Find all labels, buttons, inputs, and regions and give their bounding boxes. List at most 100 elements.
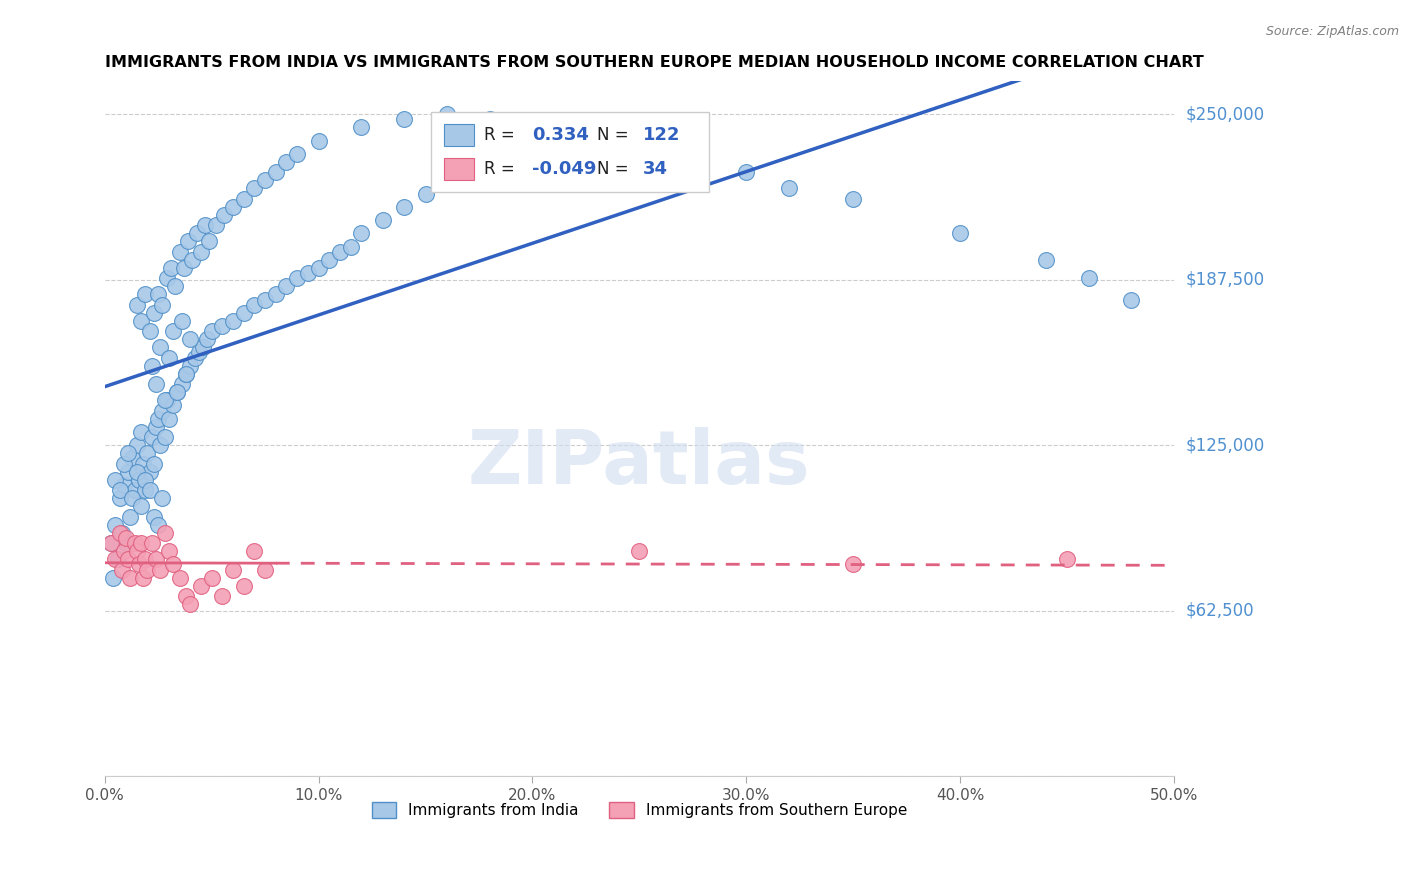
Point	[222, 200, 245, 214]
Point	[436, 173, 458, 187]
Point	[146, 517, 169, 532]
Point	[149, 563, 172, 577]
Point	[179, 597, 201, 611]
Point	[222, 563, 245, 577]
Point	[112, 457, 135, 471]
Point	[371, 213, 394, 227]
Point	[522, 120, 544, 135]
Point	[149, 438, 172, 452]
Point	[112, 544, 135, 558]
Point	[187, 345, 209, 359]
Point	[201, 324, 224, 338]
FancyBboxPatch shape	[430, 112, 709, 193]
Point	[285, 271, 308, 285]
Point	[222, 314, 245, 328]
Point	[735, 165, 758, 179]
Point	[157, 351, 180, 365]
Point	[308, 134, 330, 148]
Point	[179, 332, 201, 346]
Point	[108, 525, 131, 540]
Point	[329, 244, 352, 259]
Point	[111, 563, 134, 577]
Point	[153, 430, 176, 444]
Text: Source: ZipAtlas.com: Source: ZipAtlas.com	[1265, 25, 1399, 38]
Bar	[444, 158, 474, 180]
Point	[125, 544, 148, 558]
Point	[179, 359, 201, 373]
Point	[181, 252, 204, 267]
Point	[190, 244, 212, 259]
Point	[297, 266, 319, 280]
Point	[174, 367, 197, 381]
Text: N =: N =	[596, 127, 628, 145]
Point	[134, 483, 156, 498]
Point	[211, 318, 233, 333]
Text: 0.334: 0.334	[533, 127, 589, 145]
Point	[436, 107, 458, 121]
Point	[125, 438, 148, 452]
Point	[254, 293, 277, 307]
Text: R =: R =	[484, 127, 515, 145]
Point	[104, 517, 127, 532]
Point	[160, 260, 183, 275]
Point	[104, 473, 127, 487]
Point	[108, 483, 131, 498]
Point	[162, 399, 184, 413]
Point	[191, 340, 214, 354]
Point	[211, 589, 233, 603]
Point	[478, 146, 501, 161]
Point	[152, 298, 174, 312]
Point	[129, 425, 152, 439]
Point	[162, 558, 184, 572]
Point	[146, 287, 169, 301]
Point	[100, 536, 122, 550]
Point	[115, 536, 138, 550]
Point	[103, 570, 125, 584]
Point	[125, 465, 148, 479]
Point	[132, 457, 155, 471]
Point	[138, 324, 160, 338]
Point	[141, 430, 163, 444]
Point	[392, 112, 415, 127]
Point	[318, 252, 340, 267]
Point	[129, 499, 152, 513]
Point	[499, 134, 522, 148]
Text: 122: 122	[643, 127, 681, 145]
Point	[169, 244, 191, 259]
Point	[112, 478, 135, 492]
Point	[254, 563, 277, 577]
Point	[121, 451, 143, 466]
Point	[117, 552, 139, 566]
Point	[457, 160, 479, 174]
Point	[1121, 293, 1143, 307]
Point	[129, 314, 152, 328]
Text: 34: 34	[643, 161, 668, 178]
Point	[124, 536, 146, 550]
Point	[173, 260, 195, 275]
Point	[778, 181, 800, 195]
Point	[153, 393, 176, 408]
Point	[842, 192, 865, 206]
Point	[141, 536, 163, 550]
Point	[117, 446, 139, 460]
Point	[149, 340, 172, 354]
Point	[243, 298, 266, 312]
Point	[170, 377, 193, 392]
Point	[146, 411, 169, 425]
Point	[157, 544, 180, 558]
Point	[145, 552, 167, 566]
Point	[243, 544, 266, 558]
Point	[134, 473, 156, 487]
Point	[478, 112, 501, 127]
Point	[276, 154, 298, 169]
Text: ZIPatlas: ZIPatlas	[468, 427, 811, 500]
Point	[117, 465, 139, 479]
Point	[170, 314, 193, 328]
Point	[145, 419, 167, 434]
Point	[107, 552, 129, 566]
Point	[141, 359, 163, 373]
Point	[142, 509, 165, 524]
Point	[264, 165, 287, 179]
Point	[156, 271, 179, 285]
Point	[153, 525, 176, 540]
